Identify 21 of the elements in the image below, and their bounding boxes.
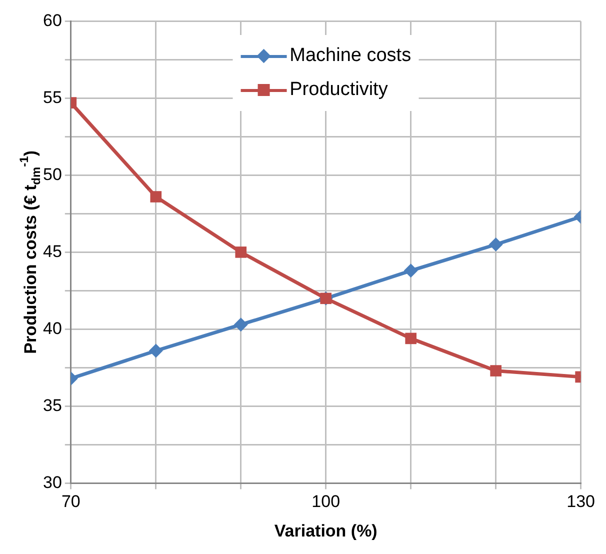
point	[235, 246, 247, 258]
x-tick-label: 130	[566, 492, 596, 512]
x-tick-label: 100	[312, 492, 340, 512]
legend-label: Productivity	[290, 79, 388, 102]
y-tick-label: 40	[42, 318, 62, 338]
y-tick-label: 30	[42, 472, 62, 492]
y-tick-label: 60	[42, 10, 62, 30]
x-axis-title: Variation (%)	[274, 521, 378, 540]
point	[405, 332, 417, 344]
point	[488, 238, 503, 252]
y-tick-label: 55	[42, 88, 62, 107]
legend-label: Machine costs	[290, 45, 412, 68]
y-tick-label: 45	[42, 242, 62, 261]
y-tick-label: 35	[42, 396, 62, 415]
y-axis-title: Production costs (€ tdm-1)	[17, 150, 43, 354]
x-tick-label: 70	[61, 492, 80, 512]
y-tick-label: 50	[42, 164, 62, 184]
point	[404, 264, 418, 278]
point	[150, 191, 162, 202]
point	[234, 318, 248, 332]
point	[490, 365, 502, 376]
